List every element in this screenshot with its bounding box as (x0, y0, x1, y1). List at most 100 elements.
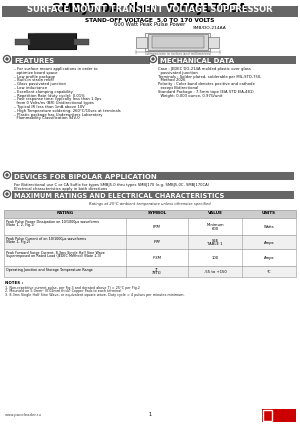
Bar (152, 36, 204, 48)
Text: Peak Pulse Power Dissipation on 10/1000μs waveforms: Peak Pulse Power Dissipation on 10/1000μ… (6, 220, 99, 224)
Text: Superimposed on Rated Load (JEDEC Method) (Note 2,3): Superimposed on Rated Load (JEDEC Method… (6, 254, 101, 258)
Text: SEE: SEE (212, 238, 219, 243)
Text: Electrical characteristics apply in both directions: Electrical characteristics apply in both… (14, 187, 107, 191)
Bar (148, 34, 208, 50)
Text: Operating Junction and Storage Temperature Range: Operating Junction and Storage Temperatu… (6, 268, 93, 272)
Text: Polarity : Color band denotes positive and cathode: Polarity : Color band denotes positive a… (158, 82, 255, 86)
Bar (12, 56, 150, 64)
Text: Peak Pulse Current of on 10/1000μs waveforms: Peak Pulse Current of on 10/1000μs wavef… (6, 237, 86, 241)
Text: NOTES :: NOTES : (5, 281, 23, 285)
Circle shape (6, 174, 8, 176)
Text: FEATURES: FEATURES (14, 57, 54, 63)
Text: – Fast response time: typically less than 1.0ps: – Fast response time: typically less tha… (14, 97, 101, 102)
Bar (4, 210, 296, 218)
Circle shape (151, 57, 155, 61)
Text: IPM: IPM (154, 240, 160, 244)
Circle shape (4, 56, 11, 62)
Bar (262, 409, 296, 422)
Text: – Excellent clamping capability: – Excellent clamping capability (14, 90, 73, 94)
Text: (Note 1, 2, Fig.1): (Note 1, 2, Fig.1) (6, 223, 34, 227)
Bar (4, 235, 296, 249)
Text: SMBJ5.0A  thru  SMBJ170CA: SMBJ5.0A thru SMBJ170CA (52, 2, 247, 15)
Text: 3. 8.3ms Single Half Sine Wave, or equivalent square wave, Duty cycle = 4 pulses: 3. 8.3ms Single Half Sine Wave, or equiv… (5, 293, 184, 297)
Text: Ratings at 25°C ambient temperature unless otherwise specified: Ratings at 25°C ambient temperature unle… (89, 202, 211, 206)
Text: www.paceleader.ru: www.paceleader.ru (5, 413, 42, 417)
Text: -55 to +150: -55 to +150 (204, 270, 226, 274)
Text: 1: 1 (148, 412, 152, 417)
Bar (28, 33, 76, 49)
Text: IFSM: IFSM (153, 256, 161, 260)
Circle shape (152, 58, 154, 60)
Text: Watts: Watts (264, 225, 274, 229)
Text: SMB/DO-214AA: SMB/DO-214AA (193, 26, 227, 30)
Text: Weight: 0.003 ounce, 0.97G/unit: Weight: 0.003 ounce, 0.97G/unit (158, 94, 222, 98)
Text: UNITS: UNITS (262, 211, 276, 215)
Text: – High Temperature soldering: 260°C/10sec at terminals: – High Temperature soldering: 260°C/10se… (14, 109, 121, 113)
Text: MECHANICAL DATA: MECHANICAL DATA (160, 57, 234, 63)
Circle shape (5, 173, 9, 177)
Text: SURFACE MOUNT TRANSIENT VOLTAGE SUPPRESSOR: SURFACE MOUNT TRANSIENT VOLTAGE SUPPRESS… (27, 5, 273, 14)
Circle shape (5, 192, 9, 196)
Circle shape (149, 56, 157, 62)
Text: (dimensions in inches and millimeters): (dimensions in inches and millimeters) (145, 52, 211, 56)
Bar (145, 33, 210, 51)
Text: – For surface mount applications in order to: – For surface mount applications in orde… (14, 67, 98, 71)
Text: TSTG: TSTG (152, 272, 162, 275)
Bar (4, 266, 296, 277)
Text: MAXIMUM RATINGS AND ELECTRICAL CHARACTERISTICS: MAXIMUM RATINGS AND ELECTRICAL CHARACTER… (14, 193, 224, 198)
Text: For Bidirectional use C or CA Suffix for types SMBJ5.0 thru types SMBJ170 (e.g. : For Bidirectional use C or CA Suffix for… (14, 183, 209, 187)
Text: – Plastic package has Underwriters Laboratory: – Plastic package has Underwriters Labor… (14, 113, 103, 116)
Text: Amps: Amps (264, 241, 274, 244)
Text: °C: °C (267, 270, 271, 274)
Bar (263, 410, 272, 421)
Bar (136, 37, 147, 48)
Text: – Repetition Rate (duty cycle): 0.01%: – Repetition Rate (duty cycle): 0.01% (14, 94, 85, 98)
Text: STAND-OFF VOLTAGE  5.0 TO 170 VOLTS: STAND-OFF VOLTAGE 5.0 TO 170 VOLTS (85, 18, 215, 23)
Bar (12, 191, 294, 199)
Text: 600 Watt Peak Pulse Power: 600 Watt Peak Pulse Power (114, 22, 186, 27)
Text: TABLE 1: TABLE 1 (207, 242, 223, 246)
Bar (15, 39, 30, 45)
Circle shape (6, 58, 8, 60)
Bar (4, 218, 296, 235)
Text: Case : JEDEC DO-214A molded plastic over glass: Case : JEDEC DO-214A molded plastic over… (158, 67, 251, 71)
Bar (12, 172, 294, 180)
Bar (4, 249, 296, 266)
Bar (158, 56, 296, 64)
Text: (Note 1, Fig.2): (Note 1, Fig.2) (6, 240, 30, 244)
Text: – Low profile package: – Low profile package (14, 75, 55, 79)
Text: 1. Non-repetitive current pulse, per Fig.3 and derated above Tj = 25°C per Fig.2: 1. Non-repetitive current pulse, per Fig… (5, 286, 140, 289)
Text: Flammability Classification 94V-0: Flammability Classification 94V-0 (14, 116, 80, 120)
Text: 100: 100 (212, 256, 219, 260)
Circle shape (4, 172, 11, 178)
Text: PIC: PIC (270, 411, 288, 420)
Text: TJ: TJ (155, 268, 159, 272)
Text: SYMBOL: SYMBOL (147, 211, 167, 215)
Text: – Glass passivated junction: – Glass passivated junction (14, 82, 66, 86)
Text: passivated junction: passivated junction (158, 71, 198, 75)
Text: – Low inductance: – Low inductance (14, 86, 47, 90)
Text: VALUE: VALUE (208, 211, 223, 215)
Bar (2, 6, 298, 17)
Text: RATING: RATING (56, 211, 74, 215)
Text: from 0 Volts/ns (BR) Unidirectional types: from 0 Volts/ns (BR) Unidirectional type… (14, 101, 94, 105)
Text: Amps: Amps (264, 256, 274, 260)
Text: Peak Forward Surge Current, 8.3ms Single Half Sine Wave: Peak Forward Surge Current, 8.3ms Single… (6, 251, 105, 255)
Circle shape (6, 193, 8, 195)
Text: 600: 600 (212, 227, 219, 230)
Text: except Bidirectional: except Bidirectional (158, 86, 198, 90)
Text: 2. Mounted on 5.0mm² (0.02mm thick) Copper Pads to each terminal: 2. Mounted on 5.0mm² (0.02mm thick) Copp… (5, 289, 122, 293)
Text: PPM: PPM (153, 225, 161, 229)
Circle shape (5, 57, 9, 61)
Text: optimize board space: optimize board space (14, 71, 57, 75)
Text: Minimum: Minimum (206, 223, 224, 227)
Text: Method 2026: Method 2026 (158, 78, 185, 82)
Text: Terminals : Solder plated, solderable per MIL-STD-750,: Terminals : Solder plated, solderable pe… (158, 75, 262, 79)
Text: – Typical IR less than 1mA above 10V: – Typical IR less than 1mA above 10V (14, 105, 85, 109)
Text: Standard Package : 7.5mm tape (EIA STD EIA-481): Standard Package : 7.5mm tape (EIA STD E… (158, 90, 254, 94)
Bar (208, 37, 219, 48)
Text: – Built-in strain relief: – Built-in strain relief (14, 78, 54, 82)
Circle shape (4, 190, 11, 198)
Text: DEVICES FOR BIPOLAR APPLICATION: DEVICES FOR BIPOLAR APPLICATION (14, 173, 157, 179)
Bar (74, 39, 89, 45)
